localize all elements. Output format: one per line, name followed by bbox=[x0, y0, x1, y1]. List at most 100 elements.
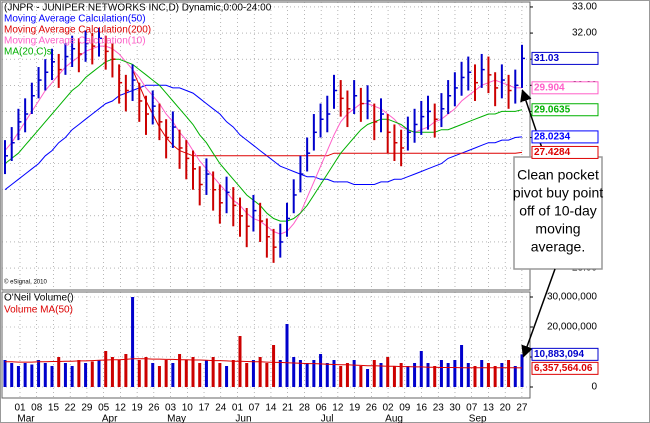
volume-bar bbox=[325, 363, 329, 387]
x-tick-label: 20 bbox=[500, 403, 512, 414]
value-box bbox=[531, 103, 599, 117]
month-label: Mar bbox=[17, 414, 35, 423]
value-box bbox=[531, 347, 599, 361]
volume-bar bbox=[339, 366, 343, 387]
volume-bar bbox=[90, 361, 94, 387]
value-label: 28.0234 bbox=[534, 132, 571, 143]
month-label: Sep bbox=[469, 414, 487, 423]
volume-bar bbox=[439, 360, 443, 387]
annotation: Clean pocket pivot buy point off of 10-day… bbox=[513, 156, 603, 270]
volume-bar bbox=[332, 360, 336, 387]
volume-bar bbox=[379, 363, 383, 387]
x-tick-label: 24 bbox=[215, 403, 227, 414]
volume-bar bbox=[231, 360, 235, 387]
x-tick-label: 07 bbox=[466, 403, 478, 414]
value-label: 31.03 bbox=[534, 53, 559, 64]
volume-bar bbox=[16, 366, 20, 387]
x-tick-label: 09 bbox=[399, 403, 411, 414]
x-tick-label: 28 bbox=[299, 403, 311, 414]
y-tick-label: 20,000,000 bbox=[547, 322, 597, 333]
y-tick-label: 0 bbox=[591, 382, 597, 393]
volume-bar bbox=[480, 360, 484, 387]
value-box bbox=[531, 51, 599, 65]
volume-bar bbox=[272, 345, 276, 387]
volume-bar bbox=[453, 360, 457, 387]
x-tick-label: 15 bbox=[48, 403, 60, 414]
volume-bar bbox=[386, 357, 390, 387]
volume-bar bbox=[211, 357, 215, 387]
moving-average-line bbox=[132, 69, 523, 157]
volume-bar bbox=[493, 366, 497, 387]
volume-bar bbox=[124, 354, 128, 387]
y-tick-label: 32.00 bbox=[572, 28, 597, 39]
volume-bar bbox=[507, 360, 511, 387]
x-tick-label: 07 bbox=[249, 403, 261, 414]
volume-bar bbox=[43, 363, 47, 387]
x-tick-label: 26 bbox=[148, 403, 160, 414]
annotation-box bbox=[513, 156, 603, 270]
volume-title: O'Neil Volume() bbox=[4, 293, 74, 304]
value-label: 10,883,094 bbox=[534, 349, 584, 360]
volume-bar bbox=[110, 357, 114, 387]
value-box bbox=[531, 81, 599, 95]
volume-bar bbox=[178, 354, 182, 387]
x-tick-label: 01 bbox=[14, 403, 26, 414]
chart-title: (JNPR - JUNIPER NETWORKS INC,D) Dynamic,… bbox=[4, 3, 272, 14]
volume-bar bbox=[413, 363, 417, 387]
volume-bar bbox=[184, 360, 188, 387]
y-tick-label: 30,000,000 bbox=[547, 292, 597, 303]
moving-average-line bbox=[4, 45, 523, 235]
volume-bar bbox=[392, 366, 396, 387]
x-tick-label: 27 bbox=[516, 403, 528, 414]
annotation-text: average. bbox=[531, 239, 585, 255]
month-label: Aug bbox=[385, 414, 403, 423]
x-tick-label: 29 bbox=[81, 403, 93, 414]
volume-bar bbox=[312, 360, 316, 387]
volume-bar bbox=[352, 360, 356, 387]
legend-entry: Volume MA(50) bbox=[4, 305, 73, 316]
value-label: 6,357,564.06 bbox=[534, 363, 593, 374]
value-box bbox=[531, 145, 599, 159]
x-tick-label: 01 bbox=[232, 403, 244, 414]
volume-bar bbox=[292, 357, 296, 387]
x-tick-label: 22 bbox=[65, 403, 77, 414]
volume-bar bbox=[84, 363, 88, 387]
x-tick-label: 10 bbox=[182, 403, 194, 414]
volume-bar bbox=[225, 366, 229, 387]
legend-entry: Moving Average Calculation(200) bbox=[4, 25, 151, 36]
month-label: Jul bbox=[321, 414, 334, 423]
x-tick-label: 16 bbox=[416, 403, 428, 414]
volume-bar bbox=[433, 366, 437, 387]
volume-bar bbox=[157, 366, 161, 387]
volume-bar bbox=[164, 360, 168, 387]
value-label: 29.0635 bbox=[534, 104, 571, 115]
volume-ma-line bbox=[5, 358, 523, 369]
credit: © eSignal, 2010 bbox=[4, 279, 47, 286]
x-tick-label: 30 bbox=[449, 403, 461, 414]
volume-bar bbox=[171, 363, 175, 387]
volume-bar bbox=[466, 363, 470, 387]
legend-entry: Moving Average Calculation(50) bbox=[4, 14, 146, 25]
value-box bbox=[531, 130, 599, 144]
volume-bar bbox=[419, 351, 423, 387]
volume-bar bbox=[366, 369, 370, 387]
volume-bar bbox=[446, 363, 450, 387]
volume-bar bbox=[204, 360, 208, 387]
volume-bar bbox=[319, 354, 323, 387]
x-tick-label: 14 bbox=[265, 403, 277, 414]
value-label: 27.4284 bbox=[534, 147, 571, 158]
volume-bar bbox=[131, 297, 135, 387]
x-tick-label: 21 bbox=[282, 403, 294, 414]
legend-entry: MA(20,C)s bbox=[4, 47, 52, 58]
volume-bar bbox=[406, 366, 410, 387]
x-tick-label: 13 bbox=[483, 403, 495, 414]
moving-average-line bbox=[4, 84, 523, 191]
x-tick-label: 17 bbox=[198, 403, 210, 414]
volume-bar bbox=[258, 357, 262, 387]
volume-bar bbox=[245, 363, 249, 387]
volume-bar bbox=[500, 363, 504, 387]
y-tick-label: 33.00 bbox=[572, 2, 597, 13]
volume-bar bbox=[473, 366, 477, 387]
volume-bar bbox=[50, 366, 54, 387]
